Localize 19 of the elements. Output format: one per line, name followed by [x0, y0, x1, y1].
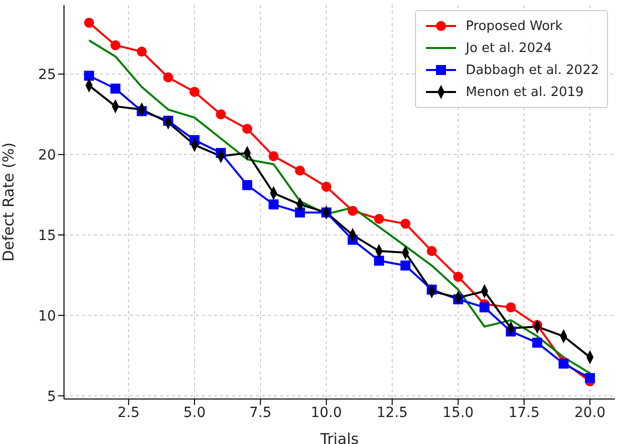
x-tick-label: 20.0 [574, 404, 606, 421]
x-tick-label: 17.5 [508, 404, 540, 421]
x-tick-label: 5.0 [183, 404, 206, 421]
y-tick-label: 5 [47, 388, 56, 405]
x-tick-label: 10.0 [310, 404, 342, 421]
x-tick-label: 7.5 [249, 404, 272, 421]
legend-label: Dabbagh et al. 2022 [466, 62, 599, 78]
x-tick-label: 12.5 [376, 404, 408, 421]
y-tick-label: 10 [38, 308, 56, 324]
x-axis-title: Trials [319, 430, 359, 444]
x-tick-label: 15.0 [442, 404, 474, 421]
x-tick-label: 2.5 [117, 404, 140, 421]
legend-label: Jo et al. 2024 [466, 40, 552, 56]
y-axis-title: Defect Rate (%) [0, 142, 18, 262]
y-tick-label: 20 [38, 148, 56, 164]
legend-label: Proposed Work [466, 18, 563, 34]
y-tick-label: 25 [38, 67, 56, 84]
y-tick-label: 15 [38, 228, 56, 244]
legend-label: Menon et al. 2019 [466, 84, 584, 100]
